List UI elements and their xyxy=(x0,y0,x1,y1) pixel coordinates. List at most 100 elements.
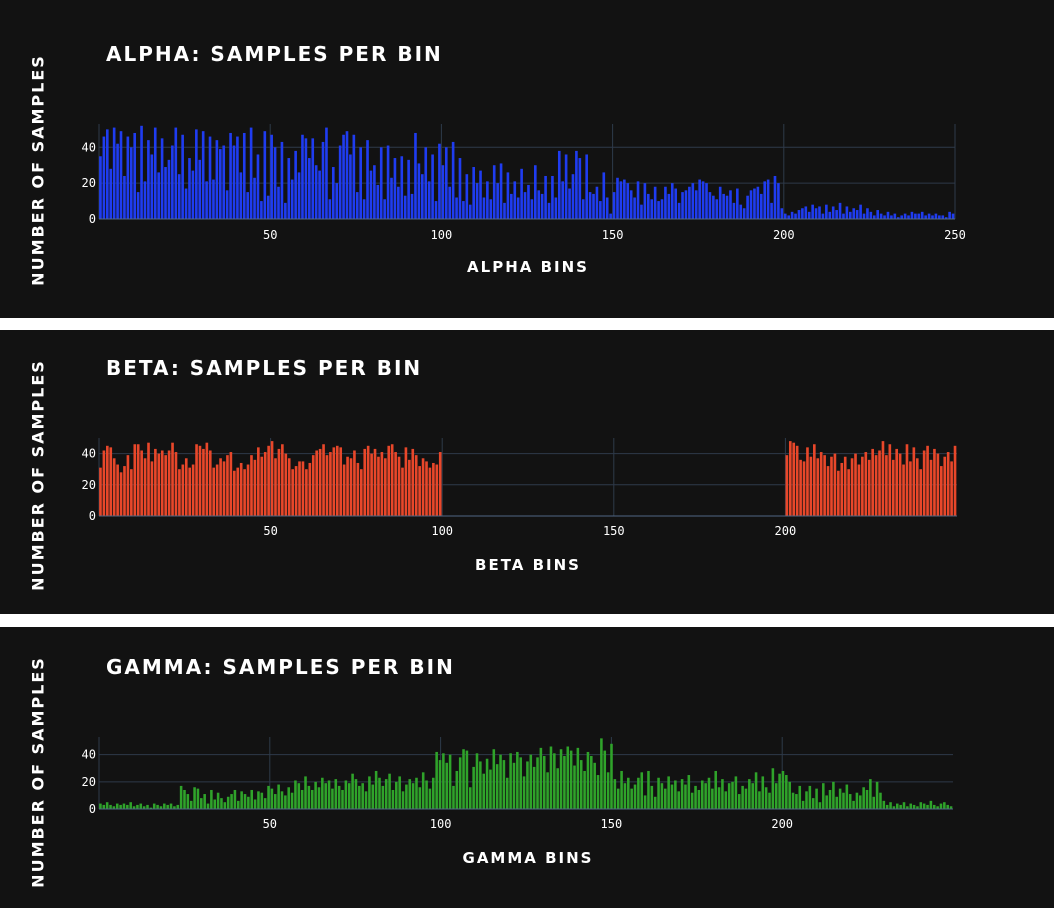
bar[interactable] xyxy=(849,211,852,219)
bar[interactable] xyxy=(717,787,721,809)
bar[interactable] xyxy=(384,458,387,516)
bar[interactable] xyxy=(816,458,820,516)
bar[interactable] xyxy=(892,806,896,809)
bar[interactable] xyxy=(777,183,780,219)
bar[interactable] xyxy=(462,749,465,809)
bar[interactable] xyxy=(667,193,671,219)
bar[interactable] xyxy=(400,156,404,219)
bar[interactable] xyxy=(99,156,102,219)
bar[interactable] xyxy=(749,190,753,219)
bar[interactable] xyxy=(934,213,938,219)
bar[interactable] xyxy=(581,199,585,219)
bar[interactable] xyxy=(537,190,541,219)
bar[interactable] xyxy=(909,461,912,516)
bar[interactable] xyxy=(198,159,202,219)
bar[interactable] xyxy=(833,453,837,516)
bar[interactable] xyxy=(633,784,637,809)
bar[interactable] xyxy=(179,785,183,809)
bar[interactable] xyxy=(688,186,691,219)
bar[interactable] xyxy=(787,215,790,219)
bar[interactable] xyxy=(939,466,943,516)
bar[interactable] xyxy=(401,467,404,516)
bar[interactable] xyxy=(266,195,270,219)
bar[interactable] xyxy=(112,806,116,809)
bar[interactable] xyxy=(417,163,421,219)
bar[interactable] xyxy=(633,197,636,219)
bar[interactable] xyxy=(485,758,489,809)
bar[interactable] xyxy=(373,165,376,219)
bar[interactable] xyxy=(684,784,687,809)
bar[interactable] xyxy=(208,136,212,219)
bar[interactable] xyxy=(788,781,791,809)
bar[interactable] xyxy=(899,804,902,809)
bar[interactable] xyxy=(219,458,222,516)
bar[interactable] xyxy=(240,791,243,809)
bar[interactable] xyxy=(202,448,205,516)
bar[interactable] xyxy=(532,766,536,809)
bar[interactable] xyxy=(359,469,363,516)
bar[interactable] xyxy=(246,192,250,219)
bar[interactable] xyxy=(888,444,892,516)
bar[interactable] xyxy=(394,452,397,516)
bar[interactable] xyxy=(349,154,352,219)
bar[interactable] xyxy=(233,789,237,809)
bar[interactable] xyxy=(857,464,861,516)
bar[interactable] xyxy=(468,787,472,809)
bar[interactable] xyxy=(707,777,711,809)
bar[interactable] xyxy=(328,199,332,219)
bar[interactable] xyxy=(698,179,701,219)
bar[interactable] xyxy=(559,749,563,809)
bar[interactable] xyxy=(106,445,109,516)
bar[interactable] xyxy=(102,136,106,219)
bar[interactable] xyxy=(414,455,418,516)
bar[interactable] xyxy=(811,204,814,219)
bar[interactable] xyxy=(732,202,736,219)
bar[interactable] xyxy=(664,788,667,809)
bar[interactable] xyxy=(287,158,291,219)
bar[interactable] xyxy=(260,201,263,219)
bar[interactable] xyxy=(734,776,738,809)
bar[interactable] xyxy=(922,803,926,809)
bar[interactable] xyxy=(815,788,818,809)
bar[interactable] xyxy=(909,803,913,809)
bar[interactable] xyxy=(891,459,895,516)
bar[interactable] xyxy=(944,217,948,219)
bar[interactable] xyxy=(840,462,844,516)
bar[interactable] xyxy=(708,192,712,219)
bar[interactable] xyxy=(284,453,288,516)
bar[interactable] xyxy=(721,779,724,809)
bar[interactable] xyxy=(808,785,812,809)
bar[interactable] xyxy=(482,773,486,809)
bar[interactable] xyxy=(823,455,826,516)
bar[interactable] xyxy=(575,150,578,219)
bar[interactable] xyxy=(862,213,866,219)
bar[interactable] xyxy=(438,143,441,219)
bar[interactable] xyxy=(353,450,356,516)
bar[interactable] xyxy=(273,794,277,809)
bar[interactable] xyxy=(243,469,246,516)
bar[interactable] xyxy=(914,213,917,219)
bar[interactable] xyxy=(397,456,401,516)
bar[interactable] xyxy=(727,783,731,809)
bar[interactable] xyxy=(650,785,654,809)
bar[interactable] xyxy=(119,131,123,219)
bar[interactable] xyxy=(428,467,432,516)
bar[interactable] xyxy=(126,804,129,809)
bar[interactable] xyxy=(915,458,919,516)
bar[interactable] xyxy=(616,788,620,809)
bar[interactable] xyxy=(804,206,808,219)
bar[interactable] xyxy=(951,213,955,219)
bar[interactable] xyxy=(432,462,435,516)
bar[interactable] xyxy=(643,183,647,219)
bar[interactable] xyxy=(425,780,428,809)
bar[interactable] xyxy=(277,784,280,809)
bar[interactable] xyxy=(318,170,321,219)
bar[interactable] xyxy=(432,777,435,809)
bar[interactable] xyxy=(410,193,414,219)
bar[interactable] xyxy=(243,794,247,809)
bar[interactable] xyxy=(647,770,650,809)
bar[interactable] xyxy=(828,789,832,809)
bar[interactable] xyxy=(112,458,116,516)
bar[interactable] xyxy=(441,165,445,219)
bar[interactable] xyxy=(509,753,512,809)
